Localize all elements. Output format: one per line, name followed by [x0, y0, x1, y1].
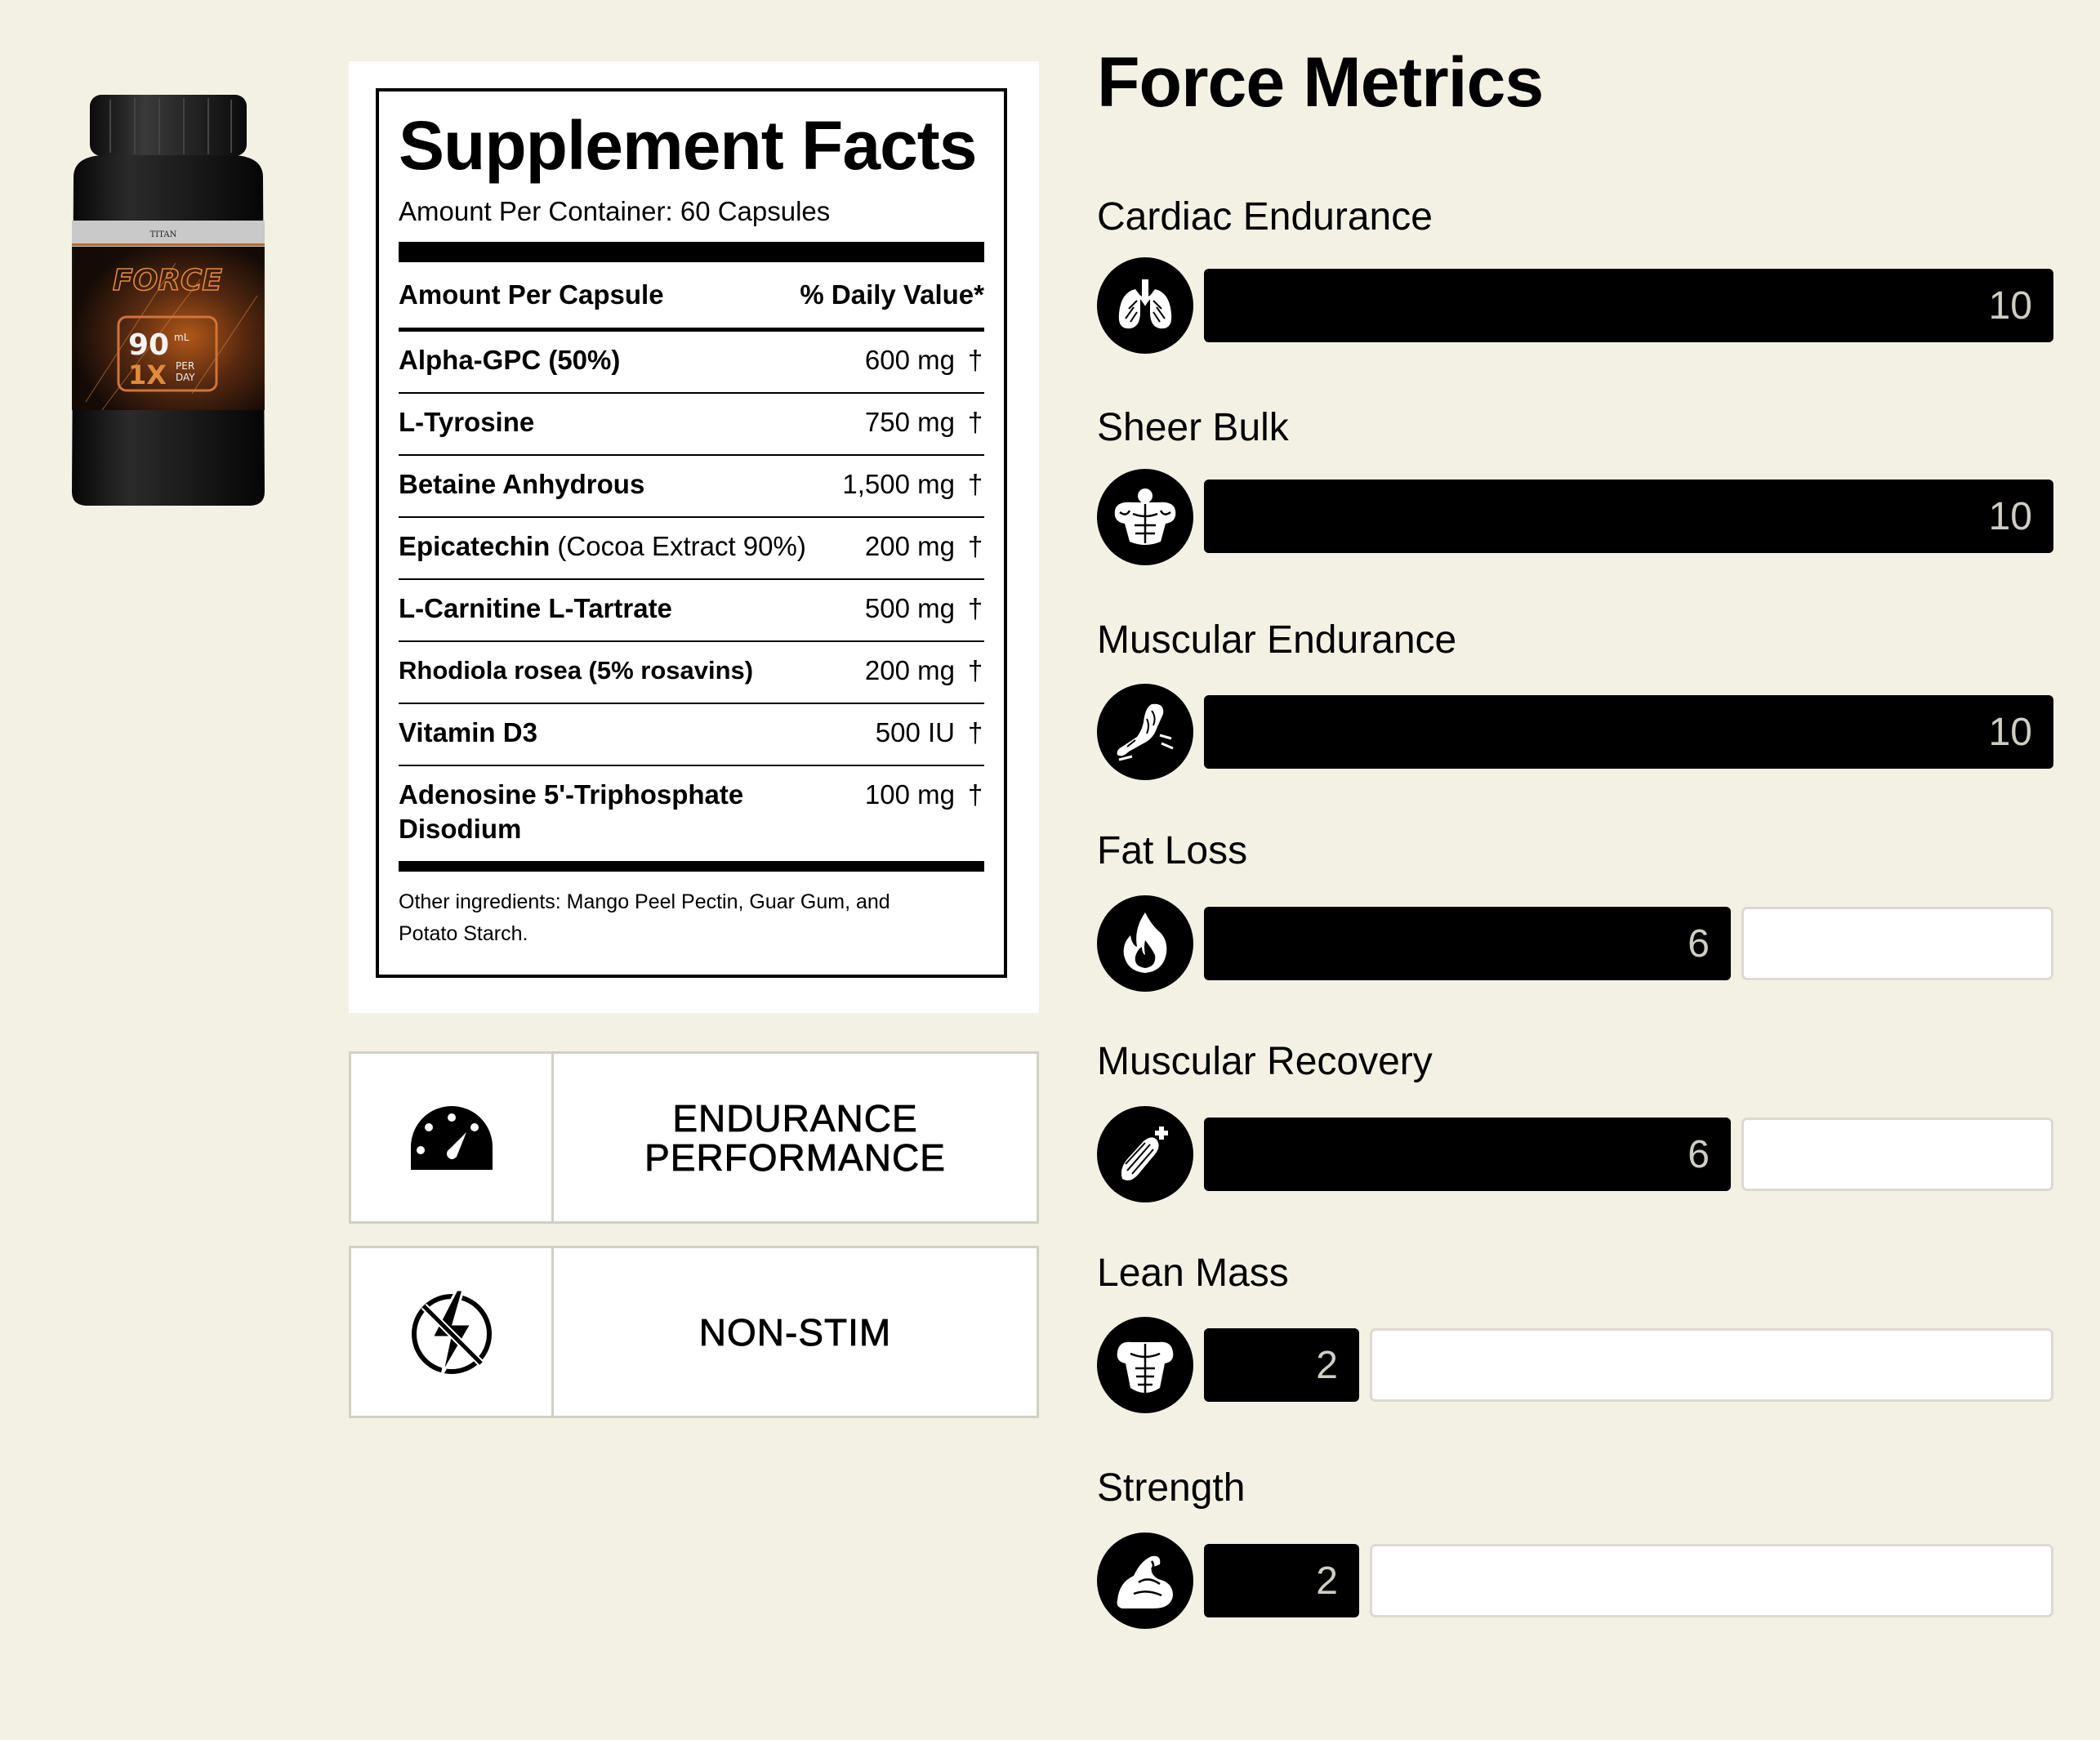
ingredient-name: Adenosine 5'-Triphosphate Disodium [399, 779, 744, 844]
metric-bar: 6 [1204, 1118, 2053, 1191]
facts-title: Supplement Facts [399, 107, 977, 184]
ingredient-daily-value: † [967, 407, 983, 437]
ingredient-amount: 500 IU [875, 717, 955, 747]
running-leg-icon [1097, 684, 1193, 780]
metric-bar: 6 [1204, 907, 2053, 980]
ingredient-daily-value: † [967, 469, 983, 499]
ingredient-row: L-Carnitine L-Tartrate 500 mg † [399, 580, 984, 642]
metric-label: Muscular Recovery [1097, 1040, 1433, 1083]
ingredient-amount: 100 mg [864, 779, 955, 810]
ingredient-daily-value: † [967, 593, 983, 623]
amount-per-container: Amount Per Container: 60 Capsules [399, 196, 831, 226]
other-ingredients: Other ingredients: Mango Peel Pectin, Gu… [399, 890, 890, 945]
ingredient-daily-value: † [967, 655, 983, 685]
ingredient-name: Vitamin D3 [399, 717, 537, 747]
metric-bar-fill: 10 [1204, 480, 2053, 553]
badge-non-stim: NON-STIM [349, 1246, 1039, 1418]
metric-bar: 2 [1204, 1328, 2053, 1402]
metric-bar-fill: 2 [1204, 1328, 1359, 1402]
metric-bar-remainder [1370, 1544, 2053, 1617]
metric-label: Fat Loss [1097, 829, 1248, 872]
badge-endurance-performance: ENDURANCE PERFORMANCE [349, 1051, 1039, 1224]
ingredient-daily-value: † [967, 717, 983, 747]
facts-header-row: Amount Per Capsule % Daily Value* [399, 262, 984, 332]
daily-value-heading: % Daily Value* [800, 279, 984, 310]
metric-bar: 10 [1204, 269, 2053, 342]
metric-bar-fill: 10 [1204, 269, 2053, 342]
ingredient-list: Alpha-GPC (50%) 600 mg † L-Tyrosine 750 mg † B… [399, 332, 984, 861]
metric-bar: 10 [1204, 695, 2053, 769]
ingredient-row: Rhodiola rosea (5% rosavins) 200 mg † [399, 642, 984, 704]
metric-label: Lean Mass [1097, 1251, 1289, 1295]
muscular-torso-icon [1097, 469, 1193, 565]
metric-label: Sheer Bulk [1097, 406, 1289, 449]
facts-divider-bottom [399, 861, 984, 872]
bottle-dose: 1X [128, 359, 167, 390]
ingredient-daily-value: † [967, 345, 983, 375]
metric-label: Muscular Endurance [1097, 618, 1457, 662]
ingredient-note: (Cocoa Extract 90%) [550, 531, 806, 561]
ingredient-row: Adenosine 5'-Triphosphate Disodium 100 mg… [399, 766, 984, 861]
supplement-facts-label: Supplement Facts Amount Per Container: 6… [376, 88, 1007, 978]
ingredient-daily-value: † [967, 531, 983, 561]
metric-bar: 10 [1204, 480, 2053, 553]
metric-bar-remainder [1370, 1328, 2053, 1402]
ingredient-name: Alpha-GPC (50%) [399, 345, 621, 375]
metric-bar: 2 [1204, 1544, 2053, 1617]
badge-label: NON-STIM [698, 1310, 892, 1354]
metric-bar-fill: 6 [1204, 1118, 1731, 1191]
ingredient-name: Betaine Anhydrous [399, 469, 645, 499]
ingredient-row: Vitamin D3 500 IU † [399, 704, 984, 766]
ingredient-name: Rhodiola rosea (5% rosavins) [399, 656, 754, 685]
muscle-recovery-icon [1097, 1106, 1193, 1202]
bottle-product-name: FORCE [113, 264, 222, 297]
no-lightning-icon [351, 1248, 554, 1416]
speedometer-icon [351, 1054, 554, 1221]
bottle-volume: 90 [128, 328, 169, 362]
metric-bar-fill: 2 [1204, 1544, 1359, 1617]
metric-bar-remainder [1741, 1118, 2053, 1191]
lean-torso-icon [1097, 1317, 1193, 1413]
ingredient-row: Alpha-GPC (50%) 600 mg † [399, 332, 984, 394]
ingredient-row: Betaine Anhydrous 1,500 mg † [399, 456, 984, 518]
product-bottle-image: TITAN FORCE 90 mL 1X PER DAY [69, 91, 267, 508]
ingredient-name: L-Tyrosine [399, 407, 535, 437]
ingredient-amount: 500 mg [864, 593, 955, 623]
ingredient-amount: 600 mg [864, 345, 955, 375]
amount-per-capsule-heading: Amount Per Capsule [399, 279, 664, 310]
ingredient-amount: 750 mg [864, 407, 955, 437]
svg-text:DAY: DAY [176, 372, 195, 383]
ingredient-name: L-Carnitine L-Tartrate [399, 593, 672, 623]
supplement-facts-panel: Supplement Facts Amount Per Container: 6… [349, 61, 1039, 1013]
flexed-arm-icon [1097, 1533, 1193, 1629]
svg-text:PER: PER [176, 360, 194, 372]
ingredient-daily-value: † [967, 779, 983, 810]
ingredient-amount: 200 mg [864, 655, 955, 685]
metrics-title: Force Metrics [1097, 43, 1544, 122]
metric-bar-remainder [1741, 907, 2053, 980]
ingredient-row: L-Tyrosine 750 mg † [399, 394, 984, 456]
metric-label: Cardiac Endurance [1097, 195, 1433, 239]
metric-bar-fill: 6 [1204, 907, 1731, 980]
bottle-brand: TITAN [150, 230, 177, 239]
badge-label: ENDURANCE PERFORMANCE [644, 1096, 946, 1179]
metric-bar-fill: 10 [1204, 695, 2053, 769]
facts-divider [399, 242, 984, 262]
ingredient-row: Epicatechin (Cocoa Extract 90%) 200 mg † [399, 518, 984, 580]
ingredient-amount: 1,500 mg [842, 469, 955, 499]
flame-icon [1097, 895, 1193, 992]
metric-label: Strength [1097, 1466, 1246, 1510]
ingredient-amount: 200 mg [864, 531, 955, 561]
ingredient-name: Epicatechin [399, 531, 551, 561]
lungs-icon [1097, 257, 1193, 354]
bottle-volume-unit: mL [174, 332, 189, 343]
